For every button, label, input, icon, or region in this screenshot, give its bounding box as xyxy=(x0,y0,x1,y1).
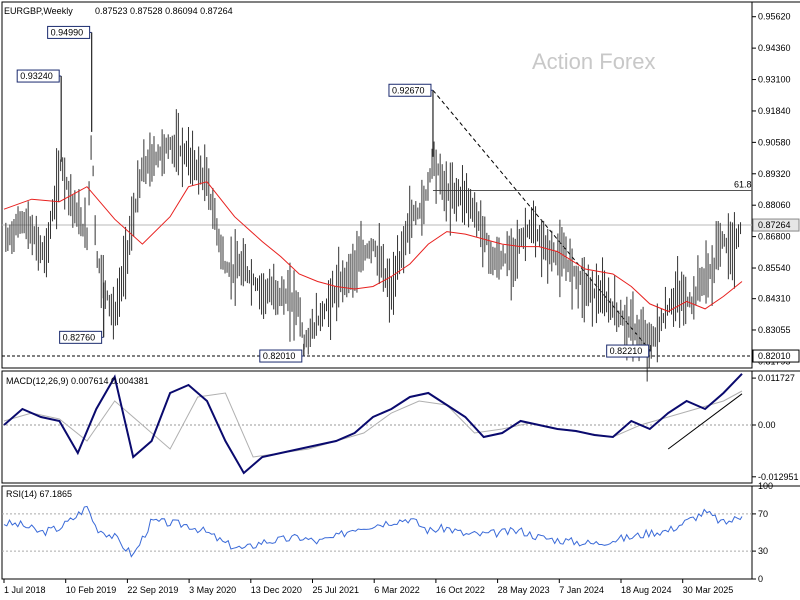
fib-label: 61.8 xyxy=(734,179,752,189)
macd-ytick-label: 0.00 xyxy=(758,420,776,430)
current-price-label: 0.87264 xyxy=(758,220,791,230)
macd-pane-frame xyxy=(1,370,753,484)
macd-pane: 0.011727 0.00 -0.012951 xyxy=(1,370,800,484)
low-level-label: 0.82010 xyxy=(758,351,791,361)
x-tick-label: 13 Dec 2020 xyxy=(251,585,302,595)
price-ytick-label: 0.91840 xyxy=(758,106,791,116)
price-pane-frame xyxy=(1,1,753,369)
rsi-pane: 100 70 30 0 xyxy=(1,481,800,584)
watermark: Action Forex xyxy=(532,49,656,74)
price-ytick-label: 0.90580 xyxy=(758,137,791,147)
x-axis: 1 Jul 2018 10 Feb 2019 22 Sep 2019 3 May 20… xyxy=(2,578,752,595)
rsi-ytick-label: 100 xyxy=(758,481,773,491)
macd-ytick-label: -0.012951 xyxy=(758,472,799,482)
rsi-label: RSI(14) 67.1865 xyxy=(6,489,72,499)
x-tick-label: 16 Oct 2022 xyxy=(436,585,485,595)
callout-label: 0.82210 xyxy=(610,346,643,356)
macd-trendline xyxy=(667,393,743,450)
callout-label: 0.92670 xyxy=(392,85,425,95)
price-ytick-label: 0.93100 xyxy=(758,75,791,85)
price-ytick-label: 0.95620 xyxy=(758,12,791,22)
x-tick-label: 30 Mar 2025 xyxy=(683,585,734,595)
x-tick-label: 18 Aug 2024 xyxy=(621,585,672,595)
price-ytick-label: 0.85540 xyxy=(758,263,791,273)
x-tick-label: 1 Jul 2018 xyxy=(4,585,46,595)
callout-label: 0.82760 xyxy=(63,332,96,342)
price-ytick-label: 0.83055 xyxy=(758,325,791,335)
callout-label: 0.94990 xyxy=(51,27,84,37)
macd-label: MACD(12,26,9) 0.007614 0.004381 xyxy=(6,376,149,386)
ma-line xyxy=(3,181,743,312)
macd-ytick-label: 0.011727 xyxy=(758,373,795,383)
current-price-box xyxy=(752,218,800,232)
x-tick-label: 22 Sep 2019 xyxy=(127,585,178,595)
macd-signal-line xyxy=(3,390,743,458)
price-pane: 0.95620 0.94360 0.93100 0.91840 0.90580 0.893… xyxy=(1,1,800,382)
x-tick-label: 28 May 2023 xyxy=(498,585,550,595)
callout-label: 0.93240 xyxy=(20,71,53,81)
rsi-ytick-label: 70 xyxy=(758,509,768,519)
chart-ohlc: 0.87523 0.87528 0.86094 0.87264 xyxy=(95,6,233,16)
price-ytick-label: 0.94360 xyxy=(758,43,791,53)
x-tick-label: 25 Jul 2021 xyxy=(313,585,360,595)
price-ytick-label: 0.88060 xyxy=(758,200,791,210)
x-tick-label: 3 May 2020 xyxy=(189,585,236,595)
low-level-box xyxy=(752,349,800,363)
rsi-ytick-label: 0 xyxy=(758,574,763,584)
price-ytick-label: 0.84310 xyxy=(758,294,791,304)
rsi-pane-frame xyxy=(1,485,753,580)
rsi-line xyxy=(3,505,743,558)
callout-label: 0.82010 xyxy=(263,351,296,361)
price-ytick-label: 0.89320 xyxy=(758,169,791,179)
chart-symbol: EURGBP,Weekly xyxy=(4,6,73,16)
x-tick-label: 6 Mar 2022 xyxy=(374,585,420,595)
x-tick-label: 10 Feb 2019 xyxy=(66,585,117,595)
macd-line xyxy=(3,373,743,475)
price-ytick-label: 0.86800 xyxy=(758,232,791,242)
rsi-ytick-label: 30 xyxy=(758,546,768,556)
x-tick-label: 7 Jan 2024 xyxy=(559,585,604,595)
